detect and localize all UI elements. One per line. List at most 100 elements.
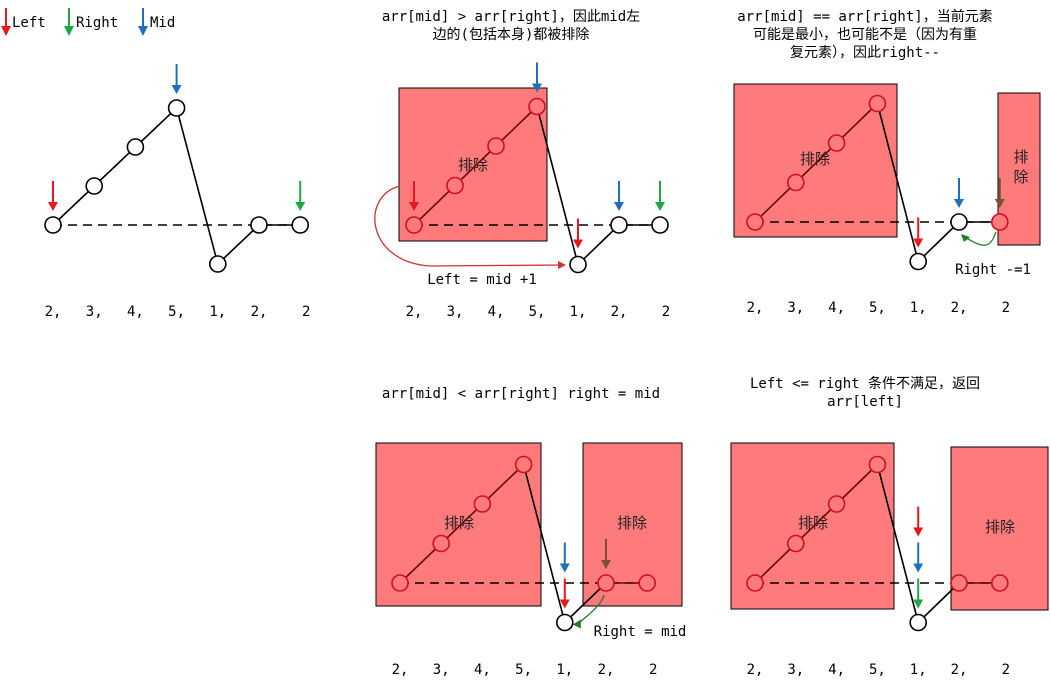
excluded-label: 排除 (800, 150, 830, 168)
legend-icons (1, 8, 148, 36)
left-step-arrowhead-icon (558, 261, 566, 269)
excluded-region (733, 83, 898, 238)
array-segment (836, 463, 878, 505)
array-point (950, 213, 968, 231)
array-value-label: 5, (515, 662, 532, 678)
array-point (487, 137, 505, 155)
minus-pointer-arrow-icon (994, 178, 1005, 208)
right-step-arrowhead-icon (572, 619, 581, 629)
mid-legend-arrow-icon (138, 8, 148, 36)
array-value-label: 3, (787, 300, 804, 316)
left-pointer-arrow-icon (559, 578, 570, 609)
array-segment (836, 102, 878, 144)
panel-case-end: 排除 排除2, 3, 4, 5, 1, 2, 2 (730, 442, 1049, 678)
array-value-label: 2, (747, 662, 764, 678)
array-value-label: 1, (910, 300, 927, 316)
array-point (909, 252, 928, 271)
array-value-label: 4, (488, 304, 505, 320)
array-point (391, 574, 409, 592)
array-segment (754, 542, 797, 584)
array-segment (917, 582, 960, 624)
array-segment (440, 503, 483, 545)
left-pointer-arrow-icon (913, 217, 924, 248)
array-point (827, 134, 846, 152)
array-value-label: 1, (209, 304, 226, 320)
right-pointer-arrow-icon (655, 181, 665, 211)
left-pointer-arrow-icon (573, 218, 583, 249)
array-point (610, 216, 628, 234)
mid-pointer-arrow-icon (559, 542, 570, 573)
array-segment (577, 224, 620, 266)
array-value-label: 2, (951, 662, 968, 678)
array-point (432, 534, 451, 553)
array-value-label: 3, (447, 304, 464, 320)
array-point (85, 177, 103, 195)
array-point (528, 97, 546, 116)
array-point (786, 534, 805, 553)
array-segment (93, 146, 136, 187)
array-point (473, 495, 492, 513)
array-value-label: 2, (951, 300, 968, 316)
step-note: Left = mid +1 (427, 272, 537, 288)
array-value-label: 2 (1002, 300, 1010, 316)
left-pointer-arrow-icon (409, 181, 419, 211)
array-segment (876, 103, 919, 262)
right-pointer-arrow-icon (913, 578, 924, 609)
array-point (651, 216, 669, 234)
left-step-curve (374, 185, 565, 267)
array-segment (399, 542, 442, 584)
array-value-label: 3, (433, 662, 450, 678)
mid-pointer-arrow-icon (954, 178, 964, 208)
array-segment (795, 142, 838, 184)
caption-equal: arr[mid] == arr[right]，当前元素 可能是最小，也可能不是（… (737, 9, 993, 61)
excluded-label: 排除 (985, 518, 1015, 536)
array-value-label: 3, (787, 662, 804, 678)
array-point (44, 216, 62, 234)
array-point (291, 216, 310, 234)
array-value-label: 2, (747, 300, 764, 316)
left-pointer-arrow-icon (48, 181, 58, 211)
array-point (250, 216, 268, 234)
array-value-label: 5, (168, 304, 185, 320)
array-point (514, 455, 533, 474)
caption-end: Left <= right 条件不满足，返回 arr[left] (749, 376, 980, 410)
array-segment (522, 464, 566, 623)
mid-pointer-arrow-icon (171, 64, 182, 94)
step-note: Right -=1 (955, 262, 1031, 278)
array-point (786, 173, 805, 192)
step-note: Right = mid (594, 624, 687, 640)
array-point (638, 574, 657, 592)
array-value-label: 2 (302, 304, 310, 320)
array-point (126, 138, 145, 156)
array-segment (481, 463, 525, 505)
legend-mid-label: Mid (150, 15, 176, 31)
array-point (746, 213, 764, 231)
array-point (868, 455, 887, 474)
right-step-arrowhead-icon (961, 234, 970, 242)
array-segment (52, 185, 95, 226)
array-value-label: 4, (828, 300, 845, 316)
array-segment (495, 105, 538, 147)
array-value-label: 4, (127, 304, 144, 320)
mid-pointer-arrow-icon (913, 542, 924, 573)
array-point (868, 94, 887, 113)
caption-greater: arr[mid] > arr[right]，因此mid左 边的(包括本身)都被排… (381, 9, 641, 43)
array-value-label: 2, (598, 662, 615, 678)
array-value-label: 2 (662, 304, 670, 320)
array-point (990, 574, 1009, 592)
array-segment (454, 145, 497, 187)
right-legend-arrow-icon (64, 8, 74, 36)
array-segment (876, 464, 919, 623)
array-value-label: 2, (611, 304, 628, 320)
array-value-label: 5, (529, 304, 546, 320)
array-value-label: 2 (1002, 662, 1010, 678)
array-value-label: 2, (392, 662, 409, 678)
array-point (167, 99, 186, 117)
array-segment (564, 582, 607, 624)
panel-case-equal: 排除 排除 2, 3, 4, 5, 1, 2, 2 Right -=1 (733, 83, 1041, 316)
array-segment (795, 503, 838, 545)
array-segment (134, 107, 178, 148)
array-value-label: 1, (570, 304, 587, 320)
array-value-label: 5, (869, 300, 886, 316)
right-pointer-arrow-icon (295, 181, 306, 211)
